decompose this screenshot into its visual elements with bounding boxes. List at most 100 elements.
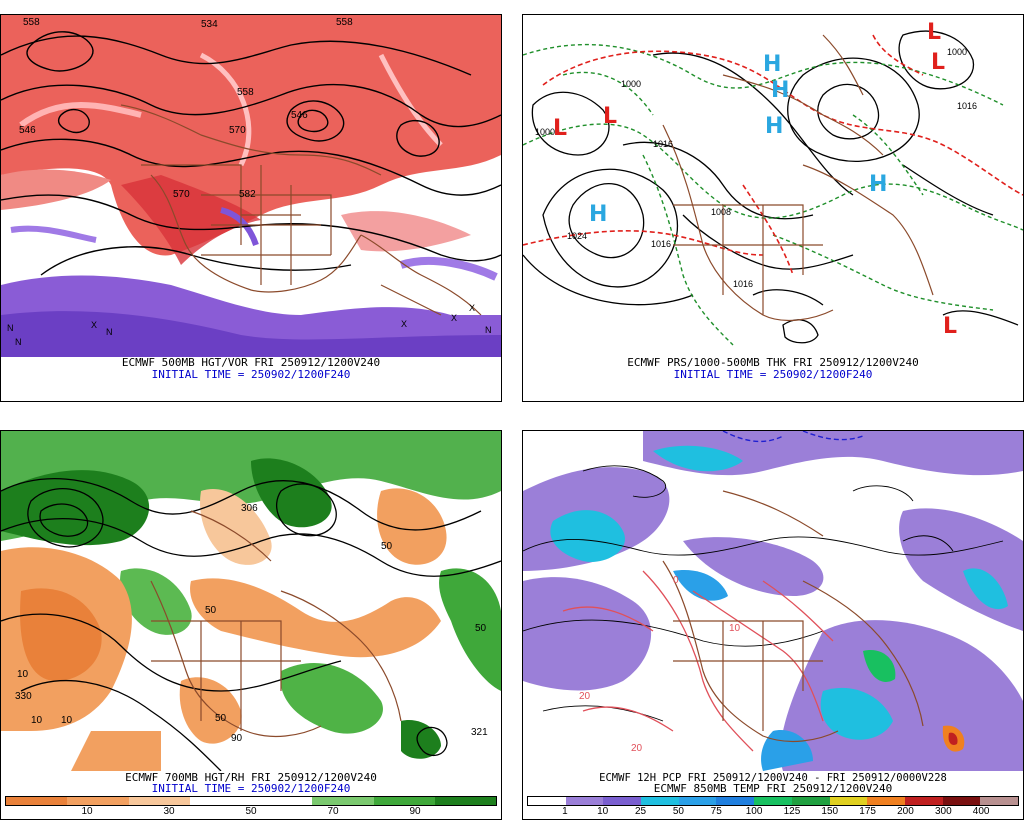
scale-tick-label: 300 <box>934 806 952 817</box>
rh-label: 50 <box>475 623 487 634</box>
hgt-label: 330 <box>15 691 32 702</box>
scale-swatch <box>754 797 792 805</box>
symbol-n: N <box>15 337 22 347</box>
high-pressure-marker: H <box>771 78 789 103</box>
scale-tick-label: 150 <box>821 806 839 817</box>
panel-subtitle: ECMWF 850MB TEMP FRI 250912/1200V240 <box>653 782 893 795</box>
contour-label: 534 <box>201 19 218 30</box>
map-500mb-vorticity: 558 534 558 546 558 546 570 570 582 X X … <box>1 15 501 357</box>
isobar-label: 1016 <box>957 101 977 111</box>
panel-500mb-hgt-vor: 558 534 558 546 558 546 570 570 582 X X … <box>0 14 502 402</box>
scale-tick-label: 175 <box>859 806 876 817</box>
isobar-label: 1016 <box>733 279 753 289</box>
contour-label: 546 <box>19 125 36 136</box>
scale-swatch <box>528 797 566 805</box>
scale-swatch <box>189 797 251 805</box>
rh-color-scale: 10 30 50 70 90 <box>1 796 501 819</box>
pcp-color-scale: 1 10 25 50 75 100 125 150 175 200 300 400 <box>523 796 1023 819</box>
scale-tick-label: 200 <box>897 806 914 817</box>
scale-tick-label: 10 <box>597 806 609 817</box>
map-700mb-relative-humidity: 10 10 10 50 50 50 50 90 321 306 330 <box>1 431 501 771</box>
scale-swatch <box>312 797 374 805</box>
scale-swatch <box>434 797 496 805</box>
symbol-n: N <box>485 325 492 335</box>
scale-tick-label: 50 <box>245 806 257 817</box>
isobar-label: 1000 <box>947 47 967 57</box>
scale-swatch <box>641 797 679 805</box>
contour-label: 558 <box>336 17 353 28</box>
symbol-x: X <box>469 303 475 313</box>
symbol-x: X <box>91 320 97 330</box>
scale-swatch <box>980 797 1018 805</box>
high-pressure-marker: H <box>869 172 887 197</box>
scale-swatch <box>603 797 642 805</box>
scale-tick-label: 1 <box>562 806 568 817</box>
rh-color-bar <box>5 796 497 806</box>
pcp-color-bar <box>527 796 1019 806</box>
contour-label: 582 <box>239 189 256 200</box>
isobar-label: 1016 <box>653 139 673 149</box>
symbol-x: X <box>451 313 457 323</box>
scale-swatch <box>128 797 190 805</box>
panel-700mb-hgt-rh: 10 10 10 50 50 50 50 90 321 306 330 ECMW… <box>0 430 502 820</box>
high-pressure-marker: H <box>589 202 607 227</box>
isobar-label: 1000 <box>621 79 641 89</box>
scale-swatch <box>867 797 905 805</box>
low-pressure-marker: L <box>943 314 957 339</box>
scale-swatch <box>716 797 755 805</box>
high-pressure-marker: H <box>765 114 783 139</box>
pcp-scale-ticks: 1 10 25 50 75 100 125 150 175 200 300 400 <box>527 806 1019 819</box>
isobar-label: 1000 <box>535 127 555 137</box>
low-pressure-marker: L <box>927 20 941 45</box>
rh-label: 10 <box>61 715 73 726</box>
high-pressure-marker: H <box>763 52 781 77</box>
panel-title: ECMWF 500MB HGT/VOR FRI 250912/1200V240 <box>121 356 381 369</box>
panel-title: ECMWF 700MB HGT/RH FRI 250912/1200V240 <box>125 771 377 784</box>
temp-label: 0 <box>673 575 679 586</box>
map-pressure-thickness: H H H H H L L L L L 1000 1016 1024 1016 … <box>523 15 1023 357</box>
temp-label: 10 <box>729 623 741 634</box>
scale-tick-label: 400 <box>972 806 990 817</box>
symbol-n: N <box>7 323 14 333</box>
low-pressure-marker: L <box>931 50 945 75</box>
scale-tick-label: 30 <box>163 806 175 817</box>
scale-tick-label: 10 <box>81 806 93 817</box>
temp-label: 20 <box>631 743 643 754</box>
scale-tick-label: 100 <box>745 806 763 817</box>
panel-init-time: INITIAL TIME = 250902/1200F240 <box>151 368 351 381</box>
scale-tick-label: 50 <box>672 806 684 817</box>
hgt-label: 306 <box>241 503 258 514</box>
rh-label: 50 <box>205 605 217 616</box>
scale-swatch <box>678 797 717 805</box>
scale-swatch <box>791 797 830 805</box>
contour-label: 558 <box>23 17 40 28</box>
low-pressure-marker: L <box>603 104 617 129</box>
low-pressure-marker: L <box>553 116 567 141</box>
isobar-label: 1024 <box>567 231 587 241</box>
symbol-n: N <box>106 327 113 337</box>
scale-tick-label: 70 <box>327 806 339 817</box>
panel-title: ECMWF PRS/1000-500MB THK FRI 250912/1200… <box>627 356 919 369</box>
scale-swatch <box>942 797 981 805</box>
scale-swatch <box>565 797 604 805</box>
contour-label: 558 <box>237 87 254 98</box>
rh-scale-ticks: 10 30 50 70 90 <box>5 806 497 819</box>
scale-swatch <box>67 797 129 805</box>
panel-init-time: INITIAL TIME = 250902/1200F240 <box>673 368 873 381</box>
scale-swatch <box>251 797 313 805</box>
panel-init-time: INITIAL TIME = 250902/1200F240 <box>151 782 351 795</box>
scale-swatch <box>373 797 435 805</box>
isobar-label: 1008 <box>711 207 731 217</box>
map-precipitation-850mb-temp: 20 20 10 0 <box>523 431 1023 771</box>
rh-label: 50 <box>215 713 227 724</box>
scale-tick-label: 90 <box>409 806 421 817</box>
scale-swatch <box>904 797 943 805</box>
scale-tick-label: 125 <box>783 806 801 817</box>
rh-label: 10 <box>31 715 43 726</box>
scale-swatch <box>6 797 68 805</box>
temp-label: 20 <box>579 691 591 702</box>
isobar-label: 1016 <box>651 239 671 249</box>
panel-prs-thickness: H H H H H L L L L L 1000 1016 1024 1016 … <box>522 14 1024 402</box>
contour-label: 570 <box>173 189 190 200</box>
hgt-label: 321 <box>471 727 488 738</box>
